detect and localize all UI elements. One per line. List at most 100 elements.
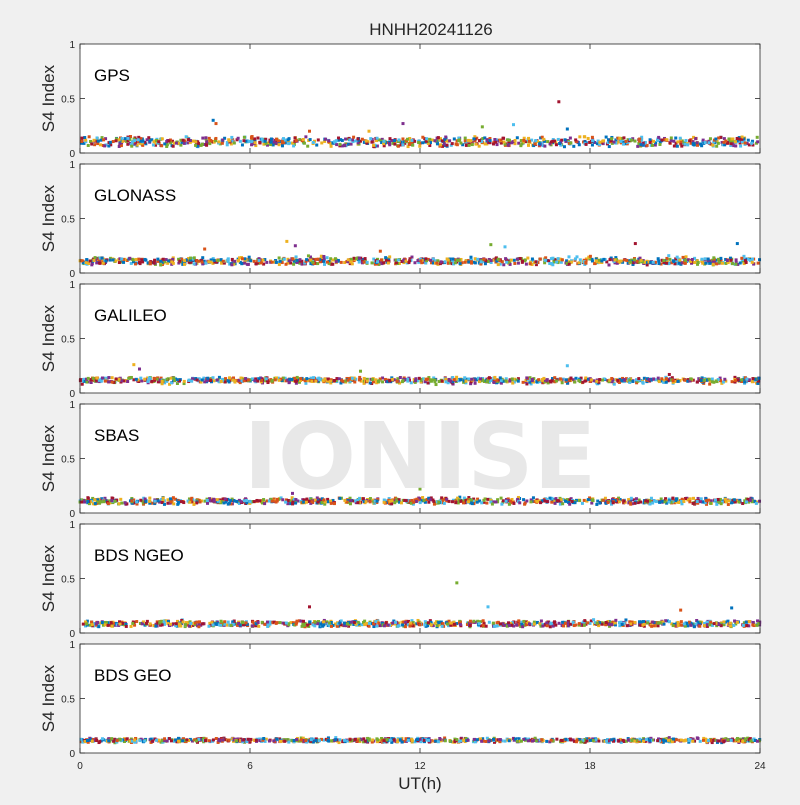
data-point — [427, 381, 430, 384]
data-point — [375, 625, 378, 628]
data-point — [469, 620, 472, 623]
data-point — [97, 625, 100, 628]
data-point — [725, 500, 728, 503]
data-point — [88, 135, 91, 138]
data-point — [431, 378, 434, 381]
data-point — [502, 137, 505, 140]
data-point — [94, 502, 97, 505]
data-point-spike — [504, 245, 507, 248]
data-point — [598, 378, 601, 381]
data-point — [546, 378, 549, 381]
data-point — [528, 140, 531, 143]
data-point — [549, 622, 552, 625]
data-point — [537, 378, 540, 381]
data-point — [634, 502, 637, 505]
data-point — [296, 376, 299, 379]
data-point — [635, 497, 638, 500]
data-point — [265, 261, 268, 264]
panel-label: SBAS — [94, 426, 139, 445]
data-point — [500, 379, 503, 382]
data-point — [195, 621, 198, 624]
data-point — [662, 623, 665, 626]
data-point — [337, 137, 340, 140]
data-point — [187, 138, 190, 141]
data-point — [441, 139, 444, 142]
data-point — [585, 143, 588, 146]
data-point — [485, 625, 488, 628]
data-point — [166, 143, 169, 146]
data-point — [718, 261, 721, 264]
data-point — [285, 263, 288, 266]
data-point — [614, 619, 617, 622]
data-point — [670, 136, 673, 139]
data-point — [665, 381, 668, 384]
data-point — [511, 382, 514, 385]
data-point — [595, 380, 598, 383]
data-point — [555, 261, 558, 264]
data-point — [384, 256, 387, 259]
data-point — [499, 376, 502, 379]
data-point — [756, 136, 759, 139]
axes-background — [80, 164, 760, 273]
data-point — [172, 502, 175, 505]
data-point — [209, 139, 212, 142]
data-point — [185, 135, 188, 138]
data-point — [648, 378, 651, 381]
data-point — [696, 144, 699, 147]
data-point — [135, 378, 138, 381]
data-point — [265, 377, 268, 380]
data-point — [575, 255, 578, 258]
data-point — [445, 144, 448, 147]
data-point — [429, 259, 432, 262]
data-point — [133, 139, 136, 142]
data-point — [273, 141, 276, 144]
data-point — [298, 258, 301, 261]
data-point — [159, 260, 162, 263]
data-point — [182, 501, 185, 504]
data-point — [569, 377, 572, 380]
data-point — [201, 137, 204, 140]
y-tick-label: 1 — [69, 280, 75, 291]
data-point — [413, 261, 416, 264]
data-point — [696, 141, 699, 144]
data-point — [109, 259, 112, 262]
data-point — [326, 261, 329, 264]
data-point — [103, 500, 106, 503]
data-point — [456, 143, 459, 146]
data-point — [704, 262, 707, 265]
data-point — [527, 137, 530, 140]
data-point — [605, 136, 608, 139]
data-point — [282, 137, 285, 140]
data-point — [281, 144, 284, 147]
data-point — [377, 622, 380, 625]
data-point — [233, 142, 236, 145]
data-point — [221, 139, 224, 142]
data-point — [534, 139, 537, 142]
data-point — [115, 377, 118, 380]
data-point — [241, 621, 244, 624]
data-point — [200, 144, 203, 147]
data-point — [353, 380, 356, 383]
data-point — [376, 137, 379, 140]
data-point — [228, 376, 231, 379]
data-point — [545, 621, 548, 624]
data-point — [493, 376, 496, 379]
data-point — [672, 379, 675, 382]
data-point — [478, 145, 481, 148]
data-point — [393, 143, 396, 146]
data-point — [93, 139, 96, 142]
data-point — [668, 620, 671, 623]
data-point — [261, 138, 264, 141]
data-point — [704, 141, 707, 144]
data-point — [618, 621, 621, 624]
data-point — [255, 262, 258, 265]
data-point — [209, 379, 212, 382]
data-point — [658, 143, 661, 146]
data-point — [391, 378, 394, 381]
data-point — [658, 380, 661, 383]
data-point — [520, 142, 523, 145]
y-tick-label: 0.5 — [61, 575, 75, 586]
data-point — [161, 380, 164, 383]
data-point — [169, 623, 172, 626]
